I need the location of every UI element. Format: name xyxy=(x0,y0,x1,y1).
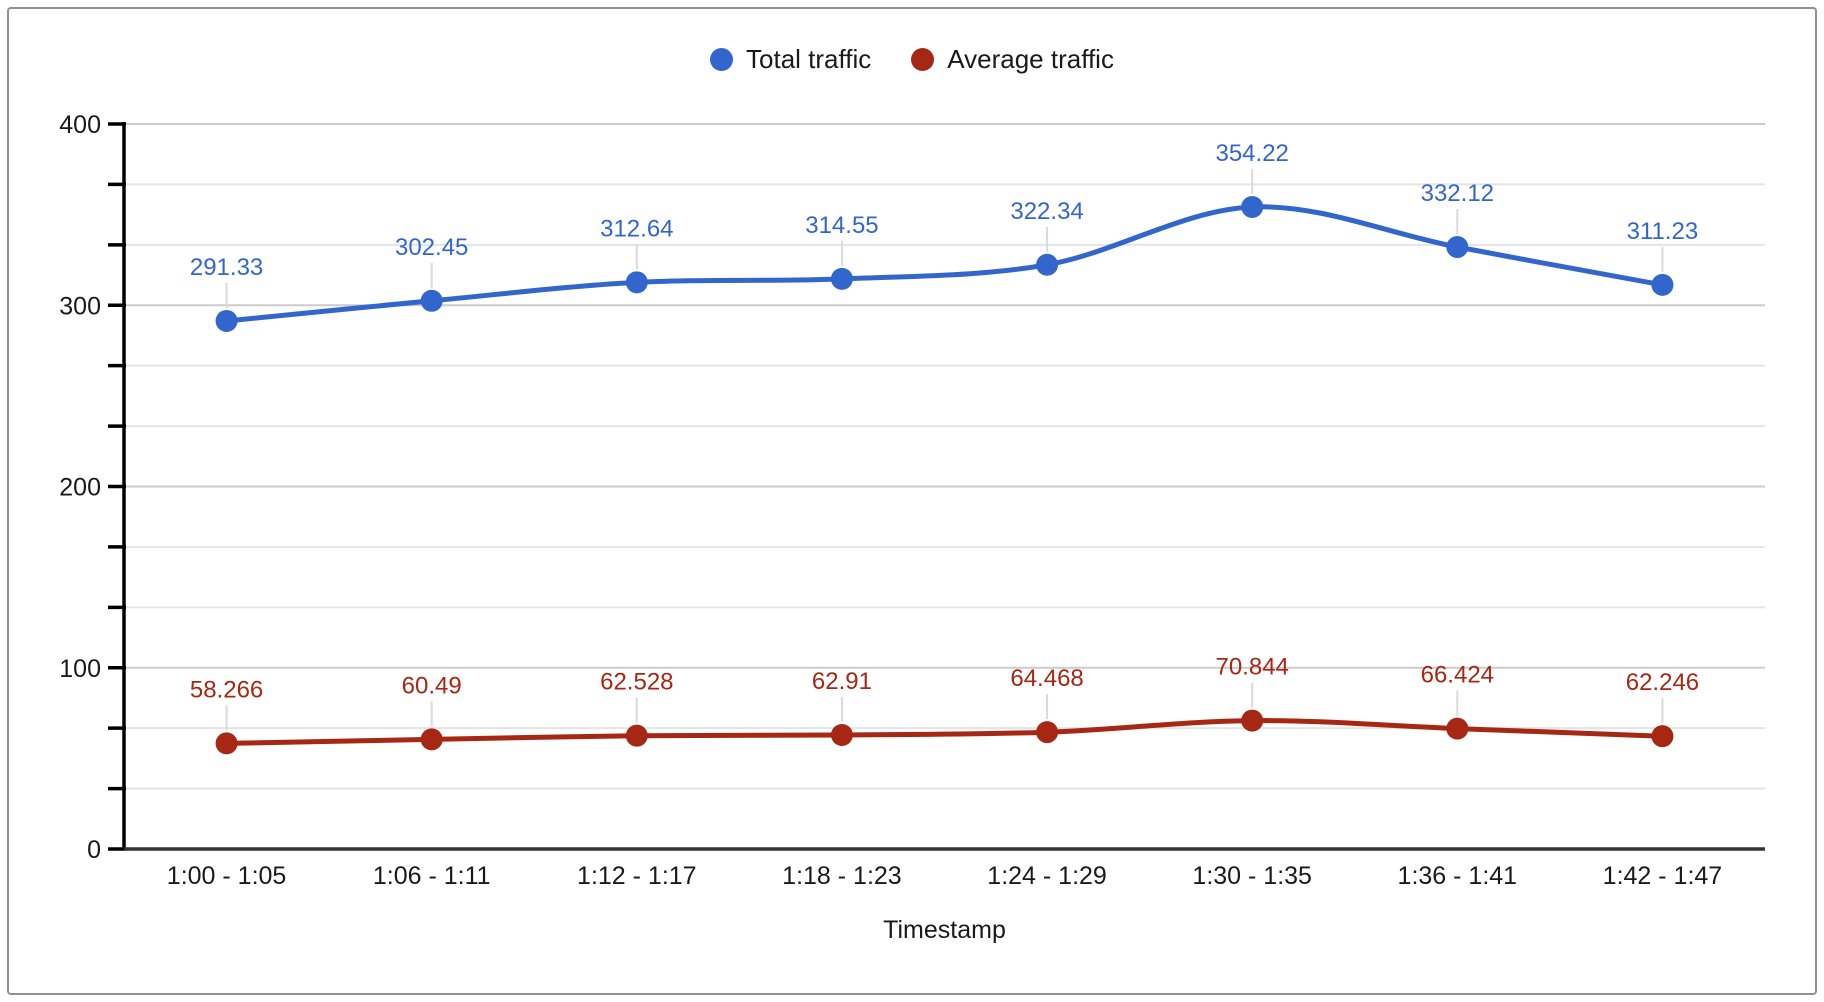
data-label: 311.23 xyxy=(1627,218,1699,245)
x-axis-tick-label: 1:30 - 1:35 xyxy=(1192,862,1312,890)
data-label: 66.424 xyxy=(1421,662,1494,689)
data-label: 62.528 xyxy=(600,669,673,696)
data-label: 70.844 xyxy=(1215,654,1288,681)
data-label: 322.34 xyxy=(1010,198,1083,225)
series-swatch-icon xyxy=(911,47,935,71)
data-point-average-traffic[interactable] xyxy=(1446,717,1469,740)
data-label: 354.22 xyxy=(1215,140,1288,167)
data-point-total-traffic[interactable] xyxy=(1446,236,1469,259)
data-point-average-traffic[interactable] xyxy=(1036,721,1059,744)
data-point-average-traffic[interactable] xyxy=(215,732,238,755)
data-label: 62.246 xyxy=(1626,669,1699,696)
legend-item-average-traffic[interactable]: Average traffic xyxy=(911,46,1114,72)
x-axis-tick-label: 1:36 - 1:41 xyxy=(1398,862,1518,890)
series-swatch-icon xyxy=(710,47,734,71)
data-point-total-traffic[interactable] xyxy=(625,271,648,294)
data-point-total-traffic[interactable] xyxy=(1241,195,1264,218)
data-label: 302.45 xyxy=(395,234,468,261)
data-point-average-traffic[interactable] xyxy=(1651,725,1674,748)
y-axis-tick-label: 200 xyxy=(59,474,101,502)
data-point-average-traffic[interactable] xyxy=(420,728,443,751)
data-point-total-traffic[interactable] xyxy=(420,289,443,312)
legend-item-total-traffic[interactable]: Total traffic xyxy=(710,46,871,72)
data-point-total-traffic[interactable] xyxy=(830,267,853,290)
data-point-total-traffic[interactable] xyxy=(1036,253,1059,276)
data-label: 64.468 xyxy=(1010,665,1083,692)
data-label: 62.91 xyxy=(812,668,872,695)
x-axis-tick-label: 1:12 - 1:17 xyxy=(577,862,697,890)
x-axis-tick-label: 1:18 - 1:23 xyxy=(782,862,902,890)
data-point-average-traffic[interactable] xyxy=(625,724,648,747)
legend-label: Average traffic xyxy=(947,44,1114,74)
x-axis-tick-label: 1:24 - 1:29 xyxy=(987,862,1107,890)
y-axis-tick-label: 0 xyxy=(87,836,101,864)
data-label: 291.33 xyxy=(190,254,263,281)
x-axis-title: Timestamp xyxy=(883,916,1006,944)
y-axis-tick-label: 400 xyxy=(59,111,101,139)
data-label: 58.266 xyxy=(190,676,263,703)
data-point-total-traffic[interactable] xyxy=(215,309,238,332)
data-label: 314.55 xyxy=(805,212,878,239)
legend-label: Total traffic xyxy=(746,44,872,74)
data-point-average-traffic[interactable] xyxy=(1241,709,1264,732)
data-point-average-traffic[interactable] xyxy=(830,723,853,746)
y-axis-tick-label: 100 xyxy=(59,655,101,683)
data-label: 60.49 xyxy=(402,672,462,699)
data-label: 312.64 xyxy=(600,215,673,242)
series-line-total-traffic[interactable] xyxy=(224,204,1665,324)
x-axis-tick-label: 1:06 - 1:11 xyxy=(373,862,491,890)
x-axis-tick-label: 1:00 - 1:05 xyxy=(167,862,287,890)
data-point-total-traffic[interactable] xyxy=(1651,273,1674,296)
data-label: 332.12 xyxy=(1421,180,1494,207)
chart-legend: Total traffic Average traffic xyxy=(0,46,1824,72)
y-axis-tick-label: 300 xyxy=(59,292,101,320)
x-axis-tick-label: 1:42 - 1:47 xyxy=(1603,862,1723,890)
series-line-average-traffic[interactable] xyxy=(224,718,1665,746)
